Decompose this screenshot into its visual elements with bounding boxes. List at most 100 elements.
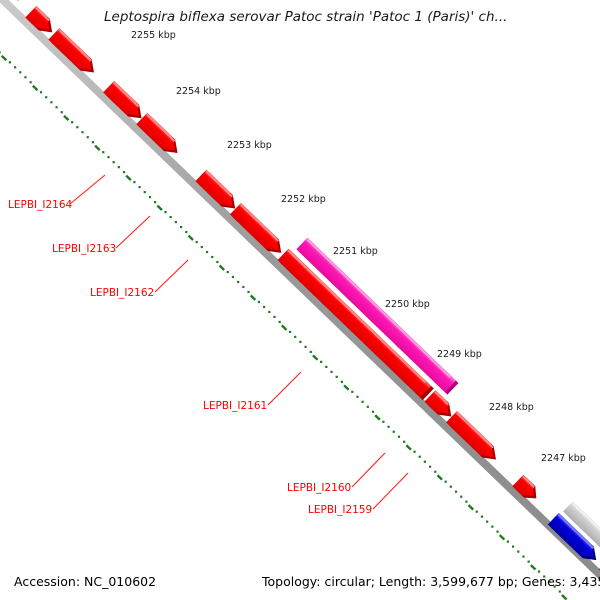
genome-summary-status: Topology: circular; Length: 3,599,677 bp… [261,574,600,589]
gene-label-leader [115,215,151,249]
gene-label-lepbi_i2164[interactable]: LEPBI_I2164 [8,199,73,211]
gene-feature-arrow[interactable] [103,80,144,122]
ruler-tick-label: 2247 kbp [541,453,586,464]
feature-highlight [113,81,140,108]
ruler-tick-mark [281,324,288,331]
gene-feature-bar[interactable] [296,237,456,393]
ruler-dot [242,285,245,289]
ruler-dot [537,570,541,573]
feature-highlight [557,514,595,550]
gene-label-lepbi_i2161[interactable]: LEPBI_I2161 [203,400,267,412]
feature-body[interactable] [547,512,599,563]
feature-highlight [522,475,535,488]
ruler-dot [237,280,240,284]
feature-body[interactable] [446,410,499,463]
ruler-dot [0,51,1,54]
ruler-dot [543,575,546,578]
ruler-tick-label: 2253 kbp [227,140,272,151]
ruler-tick-label: 2249 kbp [437,349,482,360]
ruler-dot [454,490,458,493]
ruler-dot [185,230,188,234]
ruler-dot [527,560,530,563]
gene-feature-bar[interactable] [277,248,432,398]
label-leader-lines [69,174,409,510]
ruler-dot [138,186,141,189]
ruler-dot [200,245,203,249]
ruler-tick-mark [436,474,443,481]
gene-feature-arrow[interactable] [136,112,180,156]
ruler-dot [273,315,276,319]
ruler-dot [60,111,63,114]
ruler-dot [8,61,12,64]
gene-label-lepbi_i2160[interactable]: LEPBI_I2160 [287,482,351,494]
feature-body[interactable] [296,237,456,393]
feature-body[interactable] [195,169,238,212]
gene-feature-bar[interactable] [563,501,600,551]
ruler-dot [351,390,354,393]
ruler-tick-label: 2252 kbp [281,194,326,205]
gene-feature-arrow[interactable] [48,28,97,76]
gene-label-lepbi_i2162[interactable]: LEPBI_I2162 [90,287,154,299]
ruler-tick-label: 2255 kbp [131,30,176,41]
ruler-dot [491,525,494,528]
ruler-dot [423,460,427,463]
ruler-dot [195,240,198,244]
feature-body[interactable] [229,202,284,256]
feature-body[interactable] [424,390,454,420]
ruler-tick-mark [218,264,226,271]
feature-body[interactable] [103,80,144,122]
ruler-dot [517,550,520,553]
ruler-dot [174,220,178,224]
gene-feature-arrow[interactable] [424,390,454,420]
gene-feature-arrow[interactable] [229,202,284,256]
ruler-dot [268,310,271,314]
ruler-dot [434,470,437,473]
feature-highlight [571,502,600,538]
gene-feature-arrow[interactable] [547,512,599,563]
ruler-dot [387,425,390,428]
feature-body[interactable] [48,28,97,76]
ruler-dot [154,201,157,204]
ruler-tick-mark [32,84,39,92]
ruler-dot [86,136,89,139]
feature-body[interactable] [136,112,180,156]
ruler-tick-mark [405,444,412,451]
gene-feature-arrow[interactable] [195,169,238,212]
gene-feature-arrow[interactable] [446,410,499,463]
gene-label-lepbi_i2159[interactable]: LEPBI_I2159 [308,504,372,516]
ruler-dot [39,91,43,94]
feature-body[interactable] [512,474,539,502]
ruler-dot [19,71,22,74]
ruler-dot [226,270,229,274]
gene-feature-arrow[interactable] [512,474,539,502]
ruler-tick-mark [530,564,537,571]
feature-body[interactable] [25,5,55,36]
feature-highlight [306,238,451,378]
ruler-dot [418,455,421,458]
ruler-dot [403,440,406,443]
ruler-tick-mark [187,234,194,241]
ruler-dot [107,156,110,159]
ruler-dot [24,76,27,79]
ruler-dot [278,320,281,324]
gene-feature-arrow[interactable] [25,5,55,36]
ruler-tick-label: 2248 kbp [489,402,534,413]
ruler-tick-mark [94,144,101,151]
ruler-dot [102,151,105,154]
gene-label-group[interactable]: LEPBI_I2164 LEPBI_I2163 LEPBI_I2162 LEPBI_I… [8,199,372,516]
gene-label-leader [351,452,386,488]
feature-body[interactable] [563,501,600,551]
ruler-dot [335,375,338,378]
feature-highlight [35,7,51,22]
ruler-dot [117,166,120,169]
feature-body[interactable] [277,248,432,398]
ruler-dot [553,585,556,588]
gene-label-lepbi_i2163[interactable]: LEPBI_I2163 [52,243,116,255]
ruler-dot [164,210,167,214]
ruler-dot [148,196,152,199]
